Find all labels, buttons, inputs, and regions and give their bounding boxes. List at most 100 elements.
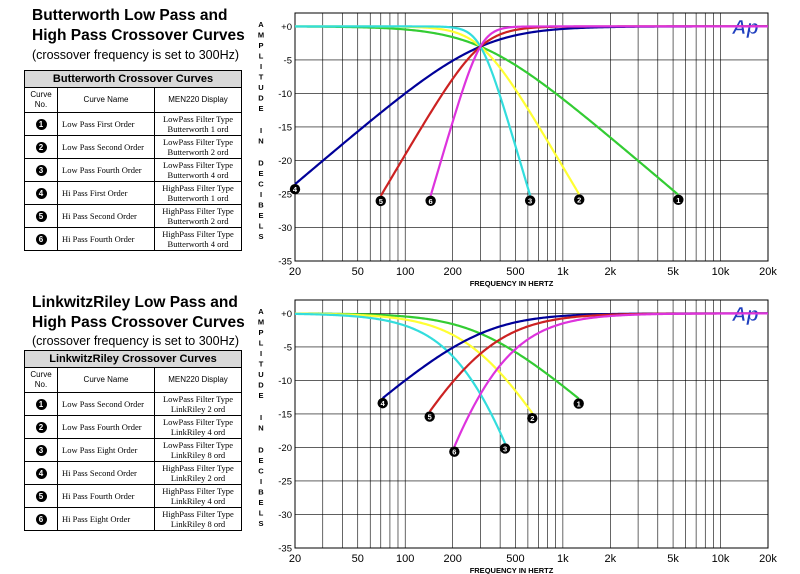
table-caption: Butterworth Crossover Curves: [24, 70, 242, 87]
y-tick-label: +0: [281, 309, 292, 320]
header-curve-no: Curve No.: [24, 367, 58, 393]
y-tick-label: -15: [278, 122, 292, 133]
x-tick-label: 200: [443, 266, 461, 278]
display-text: HighPass Filter Type Butterworth 4 ord: [154, 227, 242, 251]
curve-number-badge: 3: [35, 164, 47, 176]
curve-name: Hi Pass Second Order: [57, 204, 155, 228]
curve-name: Low Pass Fourth Order: [57, 158, 155, 182]
butterworth-table: Butterworth Crossover Curves Curve No. C…: [24, 70, 242, 251]
x-tick-label: 20k: [759, 266, 777, 278]
curve-markers: 1 2 3 4 5 6: [289, 183, 684, 207]
curves: [294, 25, 768, 197]
butterworth-subtitle: (crossover frequency is set to 300Hz): [32, 48, 240, 62]
x-axis-label: FREQUENCY IN HERTZ: [470, 279, 554, 288]
curve-name: Hi Pass Fourth Order: [57, 484, 155, 508]
y-tick-label: -20: [278, 156, 292, 167]
table-row: 1 Low Pass First Order LowPass Filter Ty…: [24, 112, 242, 136]
curve-number-badge: 1: [35, 118, 47, 130]
curve-number-badge: 6: [35, 513, 47, 525]
butterworth-title: Butterworth Low Pass and High Pass Cross…: [32, 6, 245, 46]
linkwitz-table: LinkwitzRiley Crossover Curves Curve No.…: [24, 350, 242, 531]
curve-6-marker-label: 6: [452, 448, 456, 457]
y-tick-label: -5: [284, 342, 292, 353]
display-text: LowPass Filter Type Butterworth 1 ord: [154, 112, 242, 136]
table-row: 6 Hi Pass Eight Order HighPass Filter Ty…: [24, 507, 242, 531]
curve-1-marker: [573, 398, 584, 409]
curve-name: Low Pass Fourth Order: [57, 415, 155, 439]
y-tick-label: -20: [278, 443, 292, 454]
plot-grid: [294, 12, 769, 262]
y-tick-label: -10: [278, 89, 292, 100]
curve-6-marker-label: 6: [429, 197, 433, 206]
x-tick-label: 1k: [557, 266, 569, 278]
display-text: HighPass Filter Type Butterworth 2 ord: [154, 204, 242, 228]
curve-3-marker-label: 3: [528, 197, 532, 206]
x-tick-label: 10k: [712, 266, 730, 278]
curve-4-marker-label: 4: [293, 185, 298, 194]
display-text: LowPass Filter Type LinkRiley 2 ord: [154, 392, 242, 416]
header-display: MEN220 Display: [154, 367, 242, 393]
table-row: 4 Hi Pass Second Order HighPass Filter T…: [24, 461, 242, 485]
x-tick-label: 50: [352, 266, 364, 278]
curve-2-marker-label: 2: [577, 196, 581, 205]
x-tick-label: 5k: [667, 266, 679, 278]
curve-name: Low Pass Second Order: [57, 392, 155, 416]
curve-4-marker: [377, 397, 388, 409]
x-tick-label: 1k: [557, 553, 569, 565]
curve-5-marker: [424, 411, 435, 422]
curve-name: Low Pass Eight Order: [57, 438, 155, 462]
display-text: LowPass Filter Type LinkRiley 8 ord: [154, 438, 242, 462]
table-header-row: Curve No. Curve Name MEN220 Display: [24, 87, 242, 113]
y-tick-label: +0: [281, 22, 292, 33]
curve-1-marker-label: 1: [577, 400, 581, 409]
curve-5-marker-label: 5: [379, 197, 383, 206]
header-curve-name: Curve Name: [57, 87, 155, 113]
curve-number-badge: 5: [35, 490, 47, 502]
y-tick-label: -35: [278, 544, 292, 555]
display-text: HighPass Filter Type LinkRiley 2 ord: [154, 461, 242, 485]
curve-name: Low Pass Second Order: [57, 135, 155, 159]
linkwitz-title: LinkwitzRiley Low Pass and High Pass Cro…: [32, 293, 245, 333]
curve-3-marker: [524, 195, 536, 206]
table-row: 2 Low Pass Fourth Order LowPass Filter T…: [24, 415, 242, 439]
curve-3-line: [294, 25, 532, 196]
title-line-2: High Pass Crossover Curves: [32, 314, 245, 331]
table-row: 4 Hi Pass First Order HighPass Filter Ty…: [24, 181, 242, 205]
curve-2-marker: [527, 412, 538, 424]
curve-6-marker: [425, 195, 436, 207]
curve-name: Hi Pass Eight Order: [57, 507, 155, 531]
x-tick-label: 200: [443, 553, 461, 565]
y-tick-label: -25: [278, 189, 292, 200]
x-tick-label: 100: [396, 266, 414, 278]
x-tick-label: 2k: [605, 553, 617, 565]
x-tick-label: 10k: [712, 553, 730, 565]
plot-area: [294, 12, 769, 262]
curve-1-marker-label: 1: [676, 196, 680, 205]
curve-3-line: [294, 312, 507, 444]
curve-number-badge: 4: [35, 467, 47, 479]
curve-6-line: [453, 312, 768, 448]
curve-name: Hi Pass First Order: [57, 181, 155, 205]
curve-4-marker: [289, 183, 301, 195]
title-line-2: High Pass Crossover Curves: [32, 27, 245, 44]
curve-number-badge: 6: [35, 233, 47, 245]
y-tick-label: -15: [278, 409, 292, 420]
display-text: HighPass Filter Type LinkRiley 4 ord: [154, 484, 242, 508]
table-row: 3 Low Pass Eight Order LowPass Filter Ty…: [24, 438, 242, 462]
y-tick-label: -30: [278, 510, 292, 521]
curve-number-badge: 1: [35, 398, 47, 410]
table-row: 1 Low Pass Second Order LowPass Filter T…: [24, 392, 242, 416]
curve-6-line: [429, 25, 768, 197]
y-tick-label: -25: [278, 476, 292, 487]
curve-name: Hi Pass Fourth Order: [57, 227, 155, 251]
title-line-1: LinkwitzRiley Low Pass and: [32, 294, 238, 311]
table-row: 2 Low Pass Second Order LowPass Filter T…: [24, 135, 242, 159]
curve-number-badge: 2: [35, 421, 47, 433]
plot-area: [294, 299, 769, 549]
y-tick-label: -10: [278, 376, 292, 387]
header-display: MEN220 Display: [154, 87, 242, 113]
curve-4-marker-label: 4: [381, 399, 386, 408]
